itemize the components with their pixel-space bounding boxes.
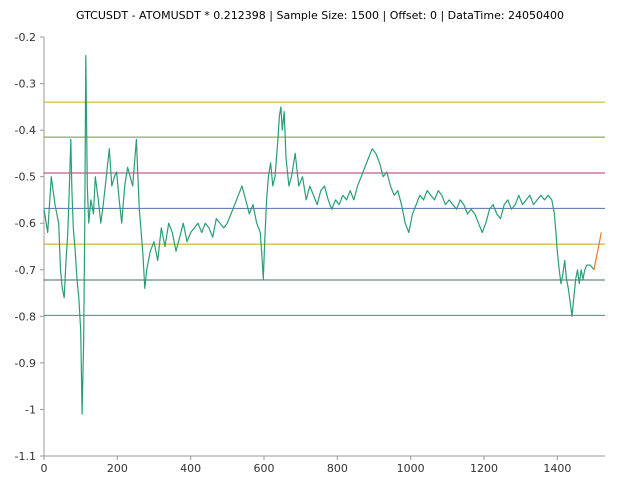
x-tick-label: 400 [180,462,201,475]
series-line-0 [43,55,595,415]
y-tick-label: -0.9 [15,357,36,370]
x-tick-label: 200 [107,462,128,475]
y-tick-label: -0.8 [15,310,36,323]
y-tick-label: -0.2 [15,31,36,44]
chart-title: GTCUSDT - ATOMUSDT * 0.212398 | Sample S… [75,9,565,22]
x-tick-label: 600 [254,462,275,475]
y-tick-label: -0.5 [15,171,36,184]
y-tick-label: -0.3 [15,78,36,91]
y-tick-label: -1.1 [15,450,36,463]
x-tick-label: 1400 [543,462,571,475]
x-tick-label: 0 [41,462,48,475]
y-tick-label: -1 [25,403,36,416]
x-tick-label: 800 [327,462,348,475]
y-tick-label: -0.6 [15,217,36,230]
x-tick-label: 1000 [397,462,425,475]
y-tick-label: -0.4 [15,124,36,137]
y-tick-label: -0.7 [15,264,36,277]
x-tick-label: 1200 [470,462,498,475]
series-line-1 [593,232,602,270]
